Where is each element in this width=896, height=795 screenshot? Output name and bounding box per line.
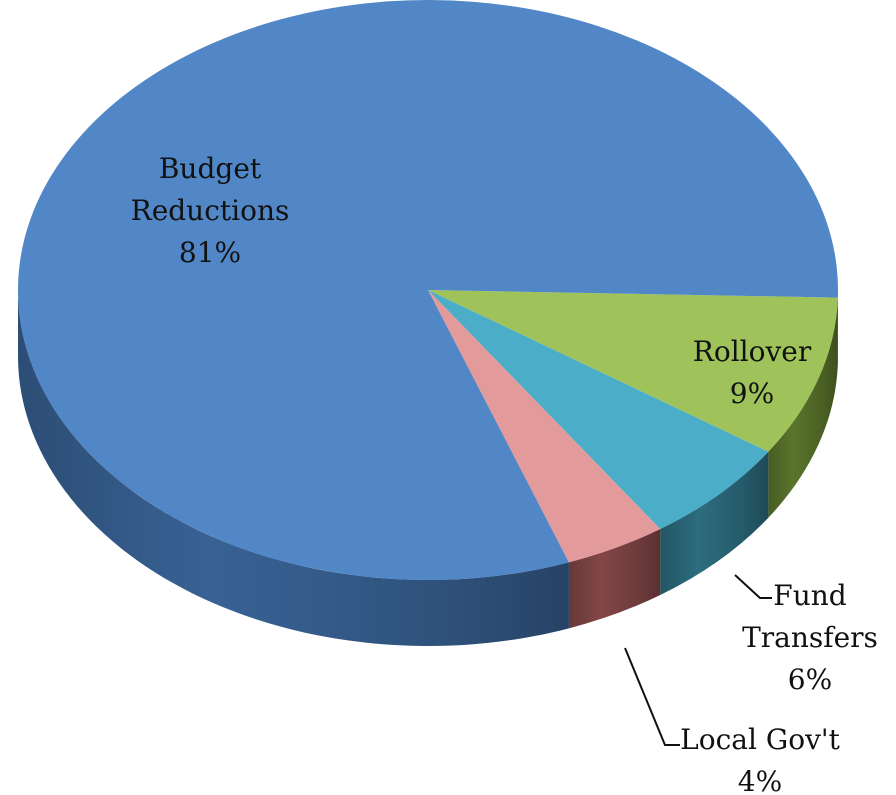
- data-label-fund-transfers: Fund Transfers 6%: [742, 579, 878, 696]
- data-label-budget-reductions: Budget Reductions 81%: [131, 152, 290, 269]
- data-label-local-gov-t: Local Gov't 4%: [680, 723, 840, 795]
- data-labels: Budget Reductions 81% Rollover 9% Fund Transfe…: [131, 152, 878, 795]
- data-label-name: Reductions: [131, 194, 290, 227]
- data-label-value: 6%: [788, 663, 832, 696]
- leader-line-fund-transfers: [734, 574, 772, 599]
- data-label-name: Fund: [773, 579, 846, 612]
- pie-slice-rollover: [428, 290, 838, 452]
- data-label-value: 9%: [730, 377, 774, 410]
- data-label-name: Local Gov't: [680, 723, 840, 756]
- pie-top: [18, 0, 838, 580]
- pie-side-shade: [768, 297, 838, 518]
- data-label-name: Budget: [159, 152, 262, 185]
- data-label-rollover: Rollover 9%: [693, 335, 812, 410]
- data-label-name: Rollover: [693, 335, 812, 368]
- pie-slice-budget-reductions: [18, 0, 838, 580]
- pie-side-shade: [18, 290, 569, 646]
- pie-side-shade: [568, 528, 661, 629]
- data-label-name: Transfers: [742, 621, 878, 654]
- pie-depth: [18, 290, 838, 646]
- data-label-value: 4%: [738, 765, 782, 795]
- data-label-value: 81%: [179, 236, 241, 269]
- pie-slice-fund-transfers: [428, 290, 769, 529]
- leader-lines: [624, 574, 772, 746]
- pie-side-shade: [660, 451, 769, 595]
- pie-slice-local-gov-t: [428, 290, 661, 563]
- leader-line-local-govt: [624, 647, 680, 746]
